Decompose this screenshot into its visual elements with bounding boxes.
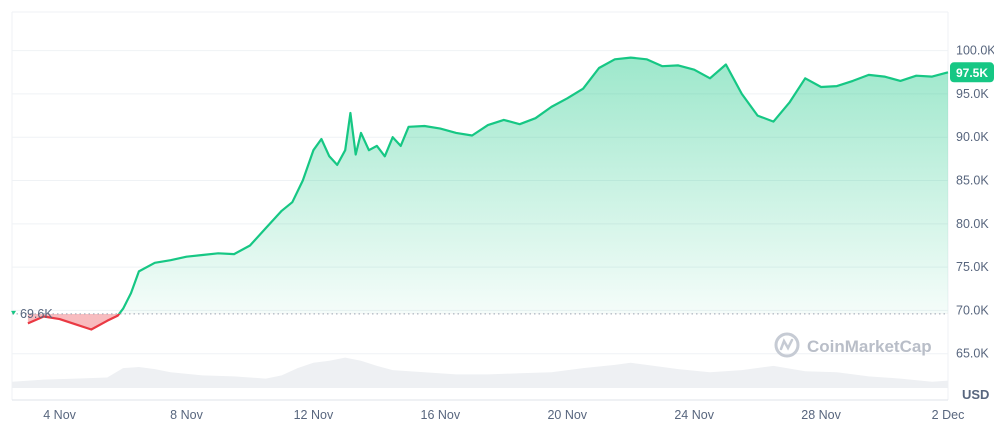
y-tick-label: 65.0K: [956, 347, 989, 361]
reference-price-label: 69.6K: [11, 307, 53, 321]
y-tick-label: 85.0K: [956, 174, 989, 188]
currency-unit-label: USD: [962, 387, 989, 402]
y-tick-label: 90.0K: [956, 130, 989, 144]
reference-price-text: 69.6K: [20, 307, 53, 321]
x-tick-label: 16 Nov: [421, 408, 461, 421]
last-price-badge-bg: [950, 62, 994, 83]
x-tick-label: 4 Nov: [43, 408, 76, 421]
last-price-badge: 97.5K: [950, 62, 994, 83]
x-tick-label: 24 Nov: [674, 408, 714, 421]
y-tick-label: 80.0K: [956, 217, 989, 231]
volume-histogram: [12, 357, 948, 388]
price-line-up: [117, 56, 949, 314]
x-tick-label: 8 Nov: [170, 408, 203, 421]
x-tick-label: 28 Nov: [801, 408, 841, 421]
last-price-text: 97.5K: [956, 66, 988, 80]
watermark-text: CoinMarketCap: [807, 337, 932, 356]
x-tick-label: 12 Nov: [294, 408, 334, 421]
x-axis: 4 Nov 8 Nov 12 Nov 16 Nov 20 Nov 24 Nov 28 Nov…: [43, 408, 965, 422]
price-area: [27, 57, 948, 330]
y-tick-label: 100.0K: [956, 44, 994, 58]
coinmarketcap-logo-icon: [774, 332, 800, 358]
area-above-reference: [119, 57, 948, 314]
price-line: [27, 56, 949, 331]
x-tick-label: 20 Nov: [547, 408, 587, 421]
y-axis: 65.0K 70.0K 75.0K 80.0K 85.0K 90.0K 95.0K 100.0…: [956, 44, 994, 361]
x-tick-label: 2 Dec: [932, 408, 965, 421]
reference-marker-icon: [11, 310, 16, 315]
y-tick-label: 75.0K: [956, 260, 989, 274]
volume-area: [12, 357, 948, 388]
y-tick-label: 70.0K: [956, 303, 989, 317]
coinmarketcap-watermark: CoinMarketCap: [774, 332, 932, 358]
y-tick-label: 95.0K: [956, 87, 989, 101]
